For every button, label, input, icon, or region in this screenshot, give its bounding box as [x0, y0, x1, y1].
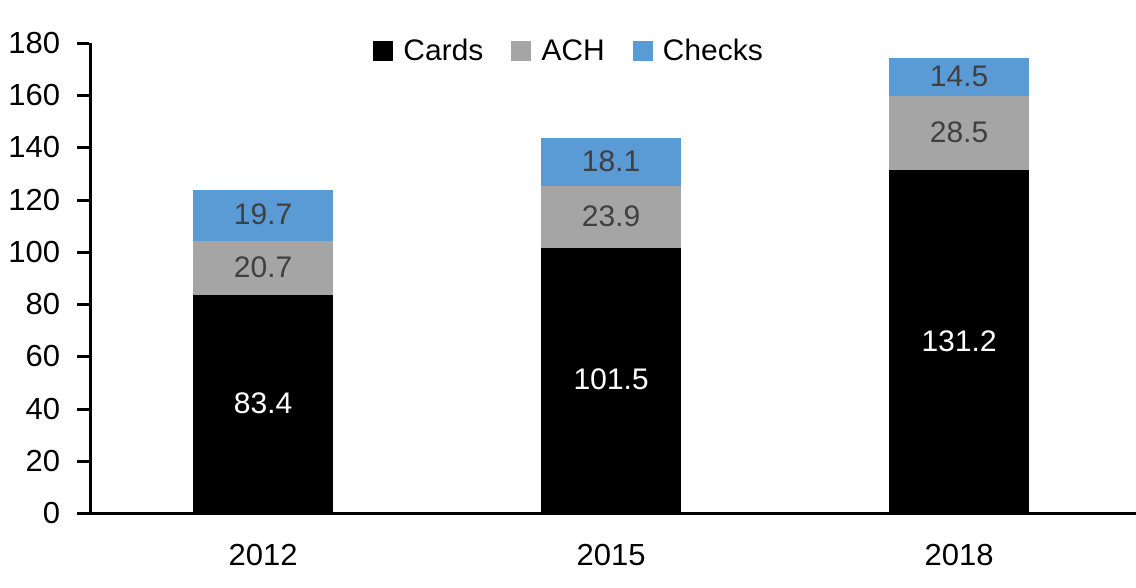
chart-legend: Cards ACH Checks: [0, 36, 1136, 66]
legend-item-ach: ACH: [511, 34, 605, 67]
bar-segment-cards-2012: [193, 295, 333, 513]
y-axis-tick-label: 60: [25, 338, 60, 374]
bar-segment-checks-2015: [541, 138, 681, 186]
y-axis-tick: [77, 250, 89, 254]
y-axis-tick-label: 0: [42, 495, 60, 530]
legend-label-checks: Checks: [662, 34, 763, 67]
bar-segment-ach-2018: [889, 96, 1029, 171]
bar-segment-ach-2015: [541, 185, 681, 248]
y-axis-tick-label: 180: [8, 25, 60, 60]
y-axis-tick: [77, 459, 89, 463]
y-axis-tick: [77, 42, 89, 45]
y-axis-tick-label: 140: [8, 129, 60, 165]
legend-label-ach: ACH: [541, 34, 605, 67]
y-axis-tick: [77, 94, 89, 98]
legend-swatch-ach: [511, 41, 532, 61]
y-axis-tick: [77, 198, 89, 202]
x-axis-category-label: 2015: [576, 537, 646, 572]
y-axis-line: [89, 43, 92, 515]
y-axis-tick: [77, 146, 89, 150]
y-axis-tick-label: 160: [8, 77, 60, 113]
legend-item-checks: Checks: [632, 34, 763, 67]
legend-swatch-checks: [632, 41, 653, 61]
bar-segment-ach-2012: [193, 241, 333, 296]
y-axis-tick-label: 20: [25, 442, 60, 478]
y-axis-tick: [77, 355, 89, 359]
y-axis-tick: [77, 512, 89, 515]
y-axis-tick: [77, 303, 89, 307]
y-axis-tick: [77, 407, 89, 411]
legend-label-cards: Cards: [403, 34, 484, 67]
legend-item-cards: Cards: [373, 36, 483, 66]
x-axis-category-label: 2018: [924, 537, 994, 572]
bar-segment-checks-2012: [193, 189, 333, 242]
bar-segment-checks-2018: [889, 58, 1029, 96]
x-axis-line: [89, 512, 1136, 515]
y-axis-tick-label: 120: [8, 181, 60, 217]
bar-segment-cards-2015: [541, 247, 681, 513]
y-axis-tick-label: 80: [25, 286, 60, 322]
x-axis-category-label: 2012: [228, 537, 298, 572]
y-axis-tick-label: 100: [8, 233, 60, 269]
bar-segment-cards-2018: [889, 170, 1029, 513]
y-axis-tick-label: 40: [25, 390, 60, 426]
legend-swatch-cards: [373, 41, 394, 61]
